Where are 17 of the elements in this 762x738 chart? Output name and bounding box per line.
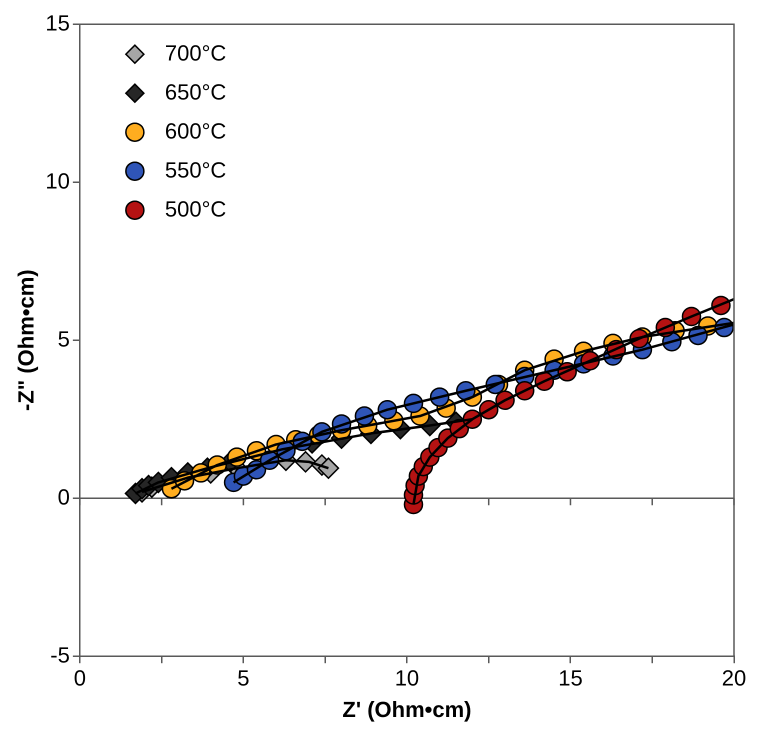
legend-label: 500°C xyxy=(164,196,226,222)
y-tick-label: 10 xyxy=(45,168,70,194)
legend-label: 700°C xyxy=(164,40,226,66)
legend-label: 600°C xyxy=(164,118,226,144)
legend-label: 650°C xyxy=(164,79,226,104)
x-tick-label: 5 xyxy=(237,665,250,690)
y-tick-label: 0 xyxy=(58,484,70,510)
x-tick-label: 0 xyxy=(74,665,86,690)
x-tick-label: 20 xyxy=(722,665,746,690)
y-tick-label: 5 xyxy=(58,326,70,352)
y-axis-title: -Z" (Ohm•cm) xyxy=(13,269,38,411)
x-tick-label: 15 xyxy=(558,665,583,690)
x-axis-title: Z' (Ohm•cm) xyxy=(342,696,472,722)
x-tick-label: 10 xyxy=(394,665,420,690)
y-tick-label: 15 xyxy=(45,10,70,36)
y-tick-label: -5 xyxy=(50,642,70,668)
legend-label: 550°C xyxy=(164,157,226,182)
